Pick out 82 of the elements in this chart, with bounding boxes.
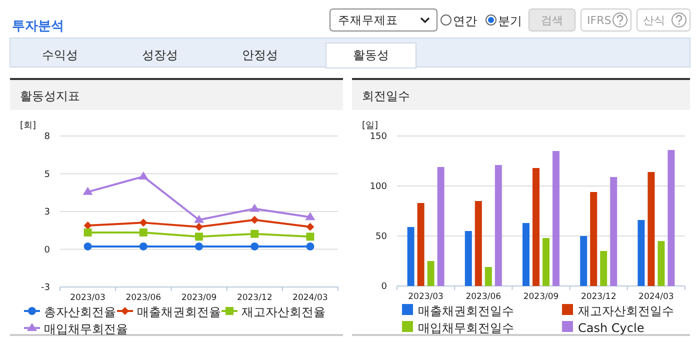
y-tick-label: 50: [376, 232, 388, 242]
x-tick-label: 2023/03: [408, 292, 444, 302]
x-tick-label: 2023/06: [466, 292, 502, 302]
point: [306, 222, 314, 231]
point: [84, 228, 92, 236]
point: [305, 212, 316, 220]
text: 연간: [453, 14, 477, 28]
y-tick-label: 5: [44, 170, 50, 180]
x-tick-label: 2023/09: [181, 293, 217, 303]
bar: [522, 223, 530, 286]
legend-label: 총자산회전율: [44, 305, 116, 319]
chart-title: 활동성지표: [20, 89, 80, 103]
legend-label: 매입채무회전율: [44, 322, 128, 336]
bar: [600, 251, 608, 286]
text: 검색: [541, 14, 563, 27]
chart-title: 회전일수: [362, 89, 410, 103]
text: 투자분석: [12, 19, 64, 34]
bar: [464, 231, 472, 286]
point: [306, 232, 314, 241]
text: 안정성: [242, 48, 278, 62]
point: [84, 242, 92, 250]
text: 성장성: [142, 48, 178, 62]
point: [139, 228, 148, 236]
point: [195, 222, 203, 231]
y-tick-label: 8: [44, 132, 50, 142]
y-axis-title: [일]: [362, 121, 378, 131]
legend-label: 재고자산회전일수: [578, 304, 674, 318]
bar: [668, 150, 675, 286]
point: [195, 232, 203, 241]
bar: [484, 267, 492, 286]
bar: [552, 151, 560, 286]
legend-label: 매출채권회전율: [137, 305, 221, 319]
bar: [474, 201, 482, 286]
bar: [542, 238, 550, 286]
legend-label: 매입채무회전일수: [418, 321, 514, 335]
bar: [580, 236, 588, 286]
bar: [494, 165, 502, 286]
text: 분기: [498, 14, 522, 28]
text: 주재무제표: [338, 13, 398, 27]
point: [250, 216, 259, 224]
y-tick-label: 3: [44, 208, 50, 218]
point: [306, 242, 314, 250]
bar: [427, 261, 434, 286]
point: [194, 214, 204, 223]
bar: [437, 167, 444, 286]
legend-label: 재고자산회전율: [242, 305, 326, 319]
text: 산식: [643, 14, 665, 27]
point: [82, 186, 93, 195]
x-tick-label: 2023/12: [236, 293, 272, 303]
point: [84, 221, 92, 230]
text: 활동성: [353, 48, 389, 62]
y-tick-label: 150: [370, 132, 388, 142]
point: [250, 230, 259, 238]
point: [250, 242, 259, 250]
bar: [590, 192, 598, 286]
y-tick-label: -3: [41, 283, 50, 293]
bar: [532, 168, 540, 286]
y-tick-label: 0: [381, 282, 388, 292]
y-tick-label: 0: [44, 245, 50, 256]
bar: [417, 203, 424, 286]
bar: [638, 220, 645, 286]
x-tick-label: 2023/12: [580, 292, 616, 302]
legend-label: Cash Cycle: [578, 321, 644, 335]
point: [139, 242, 148, 250]
y-tick-label: 100: [370, 182, 388, 192]
point: [250, 204, 260, 212]
x-tick-label: 2024/03: [638, 292, 674, 302]
text: 수익성: [42, 48, 78, 62]
y-axis-title: [회]: [20, 121, 36, 131]
x-tick-label: 2023/06: [126, 293, 162, 303]
text: IFRS: [587, 14, 612, 27]
point: [138, 172, 148, 180]
x-tick-label: 2023/03: [70, 293, 106, 303]
legend-label: 매출채권회전일수: [418, 304, 514, 318]
bar: [658, 241, 665, 286]
point: [139, 218, 148, 227]
point: [195, 242, 203, 250]
bar: [407, 227, 414, 286]
x-tick-label: 2023/09: [523, 292, 559, 302]
x-tick-label: 2024/03: [292, 293, 328, 303]
bar: [648, 172, 655, 286]
bar: [610, 177, 618, 286]
